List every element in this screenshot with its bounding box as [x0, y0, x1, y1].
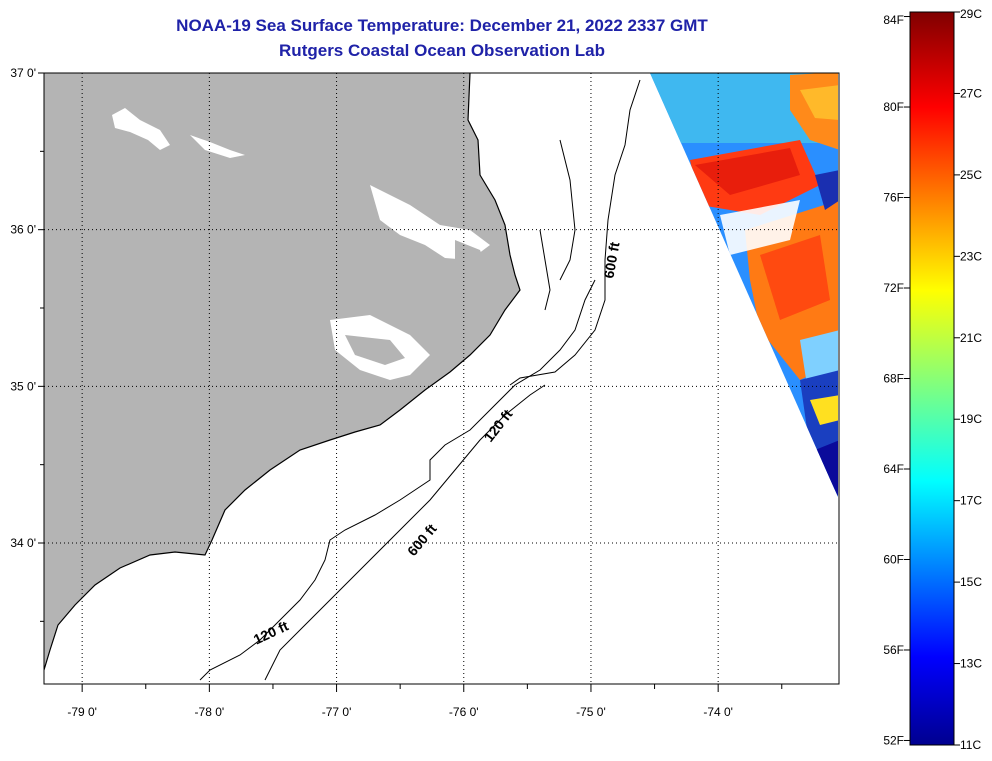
lat-tick-label: 35 0'	[10, 379, 36, 393]
fahrenheit-label: 72F	[883, 281, 904, 295]
fahrenheit-label: 60F	[883, 552, 904, 566]
lon-tick-label: -78 0'	[195, 705, 225, 719]
lon-tick-label: -74 0'	[703, 705, 733, 719]
celsius-label: 15C	[960, 575, 982, 589]
lon-tick-label: -75 0'	[576, 705, 606, 719]
contour-label: 600 ft	[600, 240, 622, 279]
celsius-label: 13C	[960, 657, 982, 671]
bathymetry-contours	[199, 79, 641, 681]
colorbar	[909, 11, 955, 746]
lon-tick-label: -76 0'	[449, 705, 479, 719]
plot-frame	[43, 72, 840, 685]
celsius-label: 25C	[960, 168, 982, 182]
map-subtitle: Rutgers Coastal Ocean Observation Lab	[279, 41, 605, 60]
celsius-label: 29C	[960, 7, 982, 21]
coastline	[44, 73, 521, 671]
map-title: NOAA-19 Sea Surface Temperature: Decembe…	[176, 16, 708, 35]
fahrenheit-label: 52F	[883, 733, 904, 747]
celsius-label: 27C	[960, 86, 982, 100]
graticule	[44, 73, 839, 684]
fahrenheit-label: 76F	[883, 191, 904, 205]
celsius-label: 17C	[960, 494, 982, 508]
lat-tick-label: 36 0'	[10, 223, 36, 237]
fahrenheit-label: 84F	[883, 13, 904, 27]
fahrenheit-label: 68F	[883, 372, 904, 386]
fahrenheit-label: 56F	[883, 643, 904, 657]
lat-tick-label: 34 0'	[10, 536, 36, 550]
celsius-label: 19C	[960, 412, 982, 426]
celsius-label: 21C	[960, 331, 982, 345]
lat-tick-label: 37 0'	[10, 66, 36, 80]
colorbar-labels: 29C 27C 25C 23C 21C 19C 17C 15C 13C 11C 84F 80F 76F 7…	[883, 7, 982, 752]
lon-tick-label: -77 0'	[322, 705, 352, 719]
fahrenheit-label: 64F	[883, 462, 904, 476]
sst-swath	[650, 73, 838, 497]
fahrenheit-label: 80F	[883, 100, 904, 114]
celsius-label: 11C	[960, 738, 981, 752]
axis-ticks: -79 0' -78 0' -77 0' -76 0' -75 0' -74 0' 37 0…	[10, 66, 783, 719]
celsius-label: 23C	[960, 249, 982, 263]
lon-tick-label: -79 0'	[67, 705, 97, 719]
